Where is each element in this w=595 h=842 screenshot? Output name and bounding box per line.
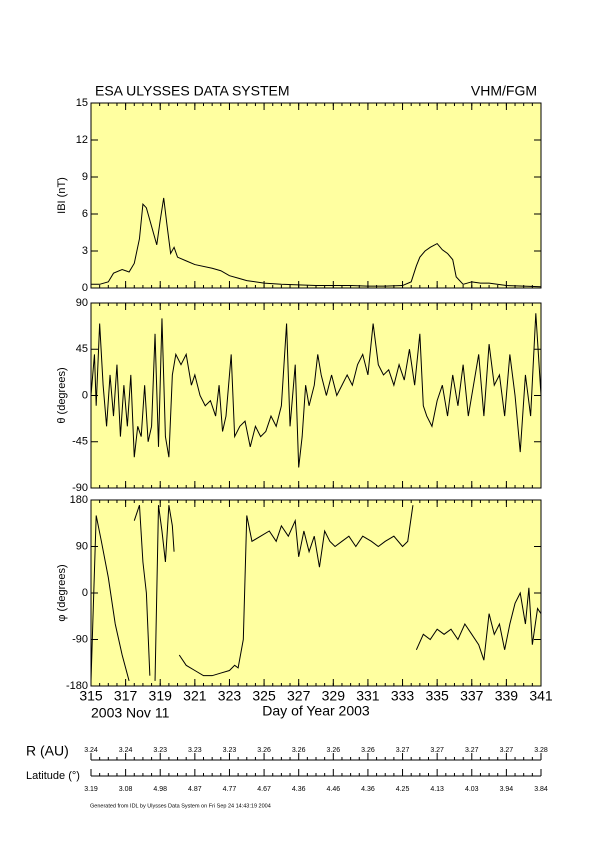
x-tick-label: 321 [183,688,207,704]
data-line [90,505,542,681]
start-date: 2003 Nov 11 [91,705,170,721]
y-tick-label: 90 [76,540,88,552]
y-axis-label: IBI (nT) [56,177,68,214]
y-tick-label: 15 [76,97,88,109]
r-value: 3.27 [500,747,514,754]
y-tick-label: 90 [76,297,88,309]
y-tick-label: 9 [82,171,88,183]
x-tick-label: 319 [149,688,173,704]
x-axis-label: Day of Year 2003 [262,703,370,719]
plot-area [90,499,542,687]
r-value: 3.27 [396,747,410,754]
y-tick-label: 180 [70,494,88,506]
r-value: 3.26 [361,747,375,754]
x-tick-label: 331 [356,688,380,704]
y-tick-label: -45 [72,436,88,448]
x-tick-label: 323 [218,688,242,704]
y-tick-label: 0 [82,282,88,294]
r-value: 3.24 [119,747,133,754]
x-tick-label: 317 [114,688,138,704]
y-tick-label: -180 [66,680,88,692]
lat-value: 4.36 [361,786,375,793]
r-value: 3.26 [326,747,340,754]
x-tick-label: 335 [425,688,449,704]
lat-value: 4.98 [153,786,167,793]
x-tick-label: 315 [79,688,103,704]
footer: Generated from IDL by Ulysses Data Syste… [90,803,271,809]
r-label: R (AU) [26,743,69,759]
data-line [90,313,542,468]
plot-area [90,102,542,289]
y-tick-label: 6 [82,208,88,220]
r-value: 3.23 [188,747,202,754]
lat-value: 4.77 [223,786,237,793]
title: ESA ULYSSES DATA SYSTEM [95,83,290,99]
lat-value: 3.19 [84,786,98,793]
y-axis-label: θ (degrees) [56,367,68,423]
y-tick-label: 3 [82,245,88,257]
r-value: 3.27 [465,747,479,754]
r-value: 3.24 [84,747,98,754]
lat-value: 4.87 [188,786,202,793]
x-tick-label: 333 [391,688,415,704]
lat-value: 3.84 [534,786,548,793]
r-value: 3.27 [430,747,444,754]
y-tick-label: 12 [76,134,88,146]
y-tick-label: -90 [72,633,88,645]
x-tick-label: 327 [287,688,311,704]
r-value: 3.26 [257,747,271,754]
lat-value: 4.46 [326,786,340,793]
data-line [91,197,542,288]
r-value: 3.28 [534,747,548,754]
y-tick-label: -90 [72,482,88,494]
lat-value: 4.03 [465,786,479,793]
lat-value: 4.67 [257,786,271,793]
x-tick-label: 341 [529,688,553,704]
y-tick-label: 0 [82,587,88,599]
r-value: 3.23 [223,747,237,754]
y-axis-label: φ (degrees) [56,564,68,621]
lat-value: 4.36 [292,786,306,793]
plot-area [90,302,542,489]
lat-label: Latitude (°) [26,770,80,782]
instrument: VHM/FGM [471,83,537,99]
lat-value: 4.13 [430,786,444,793]
x-tick-label: 337 [460,688,484,704]
x-tick-label: 329 [322,688,346,704]
lat-value: 3.08 [119,786,133,793]
r-value: 3.23 [153,747,167,754]
lat-value: 4.25 [396,786,410,793]
r-value: 3.26 [292,747,306,754]
lat-value: 3.94 [500,786,514,793]
y-tick-label: 45 [76,343,88,355]
x-tick-label: 339 [495,688,519,704]
y-tick-label: 0 [82,389,88,401]
x-tick-label: 325 [252,688,276,704]
